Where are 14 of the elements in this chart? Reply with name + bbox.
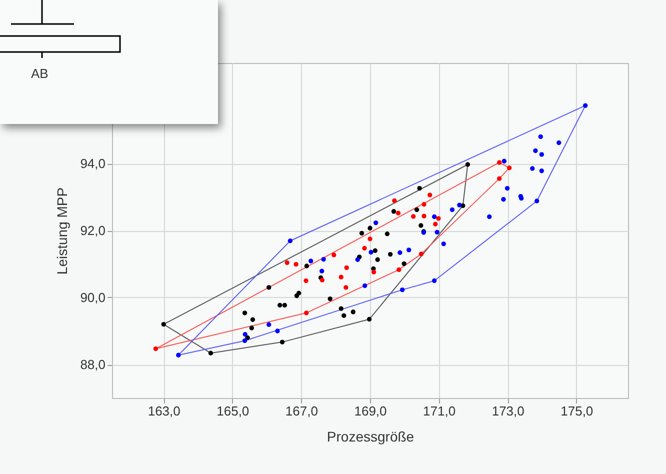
x-tick-label: 175,0 bbox=[560, 404, 594, 418]
x-tick-label: 171,0 bbox=[423, 404, 456, 418]
x-tick-label: 163,0 bbox=[148, 404, 180, 418]
y-tick-label: 88,0 bbox=[80, 357, 106, 372]
x-tick-label: 167,0 bbox=[285, 404, 318, 418]
y-tick-label: 92,0 bbox=[80, 223, 106, 238]
x-tick-label: 165,0 bbox=[216, 404, 250, 418]
popup-window: AB bbox=[0, 0, 218, 124]
y-axis-title: Leistung MPP bbox=[54, 187, 70, 275]
y-tick-label: 90,0 bbox=[80, 290, 106, 305]
x-axis-title: Prozessgröße bbox=[326, 428, 414, 444]
x-tick-label: 169,0 bbox=[354, 404, 387, 418]
y-tick-label: 94,0 bbox=[80, 156, 106, 171]
x-tick-label: 173,0 bbox=[492, 404, 524, 418]
